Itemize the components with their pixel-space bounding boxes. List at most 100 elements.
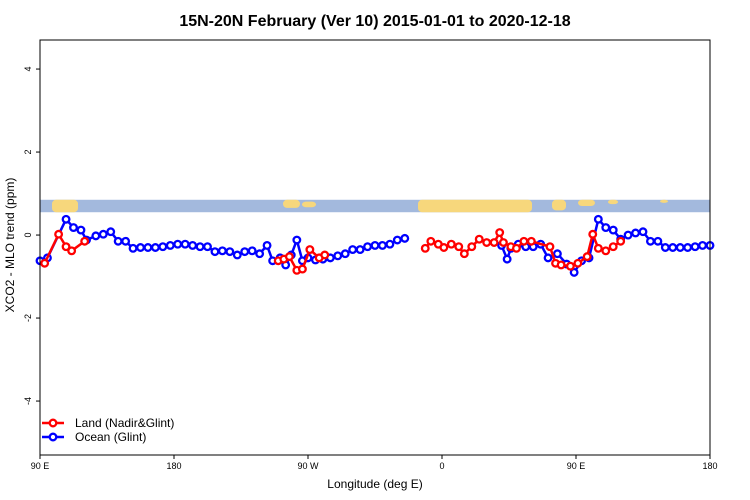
chart-title: 15N-20N February (Ver 10) 2015-01-01 to … (179, 13, 570, 30)
data-point (203, 242, 212, 252)
data-point (128, 243, 138, 253)
x-tick-label: 90 E (31, 461, 50, 471)
land-patch (660, 199, 668, 203)
data-point (698, 240, 708, 250)
data-point (593, 243, 603, 253)
data-point (363, 242, 373, 252)
data-point (573, 258, 583, 268)
data-point (446, 239, 456, 249)
series-land (40, 228, 626, 275)
data-point (502, 254, 512, 264)
data-point (653, 236, 663, 246)
data-point (631, 228, 641, 238)
y-tick-label: -2 (23, 314, 33, 322)
data-point (40, 258, 50, 268)
data-point (91, 231, 101, 241)
data-point (495, 228, 505, 238)
data-point (467, 242, 477, 252)
data-point (106, 227, 116, 237)
x-tick-label: 180 (166, 461, 181, 471)
y-axis-label: XCO2 - MLO trend (ppm) (3, 178, 17, 313)
data-point (370, 240, 380, 250)
land-patch (283, 199, 300, 208)
data-point (173, 239, 183, 249)
data-point (305, 245, 315, 255)
data-point (292, 235, 302, 245)
data-point (180, 239, 190, 249)
data-point (255, 249, 265, 259)
x-axis-label: Longitude (deg E) (327, 477, 422, 491)
land-patch (552, 199, 566, 211)
data-point (143, 243, 153, 252)
data-point (61, 242, 71, 252)
data-point (498, 238, 508, 247)
data-point (420, 243, 430, 253)
data-point (158, 242, 168, 252)
data-point (439, 243, 449, 252)
data-point (593, 214, 603, 224)
data-point (588, 229, 598, 239)
data-point (165, 240, 175, 250)
data-point (519, 236, 529, 246)
data-point (54, 229, 64, 239)
data-point (136, 243, 145, 252)
legend-label: Land (Nadir&Glint) (75, 416, 174, 430)
data-point (69, 223, 78, 233)
x-tick-label: 90 W (297, 461, 319, 471)
data-point (232, 250, 242, 260)
land-patch (52, 199, 78, 213)
data-point (638, 227, 648, 237)
data-point (683, 243, 693, 252)
land-patch (302, 201, 316, 208)
plot-frame (39, 39, 711, 456)
land-patch (578, 199, 595, 206)
data-point (556, 260, 566, 270)
data-point (675, 243, 685, 252)
data-point (474, 234, 484, 244)
data-point (608, 225, 618, 235)
y-tick-label: 2 (23, 150, 33, 155)
y-axis: -4 -2 0 2 4 (23, 67, 40, 405)
land-patch (418, 199, 532, 213)
data-point (113, 236, 123, 246)
data-point (569, 267, 579, 277)
y-tick-label: -4 (23, 397, 33, 405)
data-point (392, 235, 402, 245)
data-point (426, 236, 436, 246)
data-point (61, 214, 71, 224)
legend-entry: Ocean (Glint) (42, 430, 146, 444)
series-line (39, 217, 406, 268)
legend-label: Ocean (Glint) (75, 430, 146, 444)
data-point (195, 242, 205, 252)
x-tick-label: 0 (439, 461, 444, 471)
y-tick-label: 4 (23, 67, 33, 72)
legend-entry: Land (Nadir&Glint) (42, 416, 174, 430)
data-point (67, 246, 77, 256)
data-point (121, 236, 131, 246)
data-point (668, 243, 678, 252)
data-point (482, 238, 492, 247)
x-tick-label: 90 E (567, 461, 586, 471)
data-point (545, 242, 555, 252)
data-point (623, 230, 633, 240)
data-point (247, 246, 257, 256)
data-point (377, 240, 387, 250)
data-point (454, 242, 464, 252)
data-point (582, 252, 592, 262)
data-point (262, 240, 272, 250)
data-point (400, 233, 410, 243)
x-axis: 90 E 180 90 W 0 90 E 180 (31, 455, 718, 471)
data-point (565, 261, 575, 271)
data-point (526, 236, 536, 246)
data-point (80, 236, 90, 246)
legend-swatch-marker (48, 432, 58, 442)
legend-swatch-marker (48, 418, 58, 428)
data-point (489, 238, 499, 247)
data-point (601, 246, 611, 256)
data-point (240, 247, 250, 257)
ocean-band (40, 199, 710, 213)
y-tick-label: 0 (23, 233, 33, 238)
data-point (660, 243, 670, 252)
data-point (608, 242, 618, 252)
